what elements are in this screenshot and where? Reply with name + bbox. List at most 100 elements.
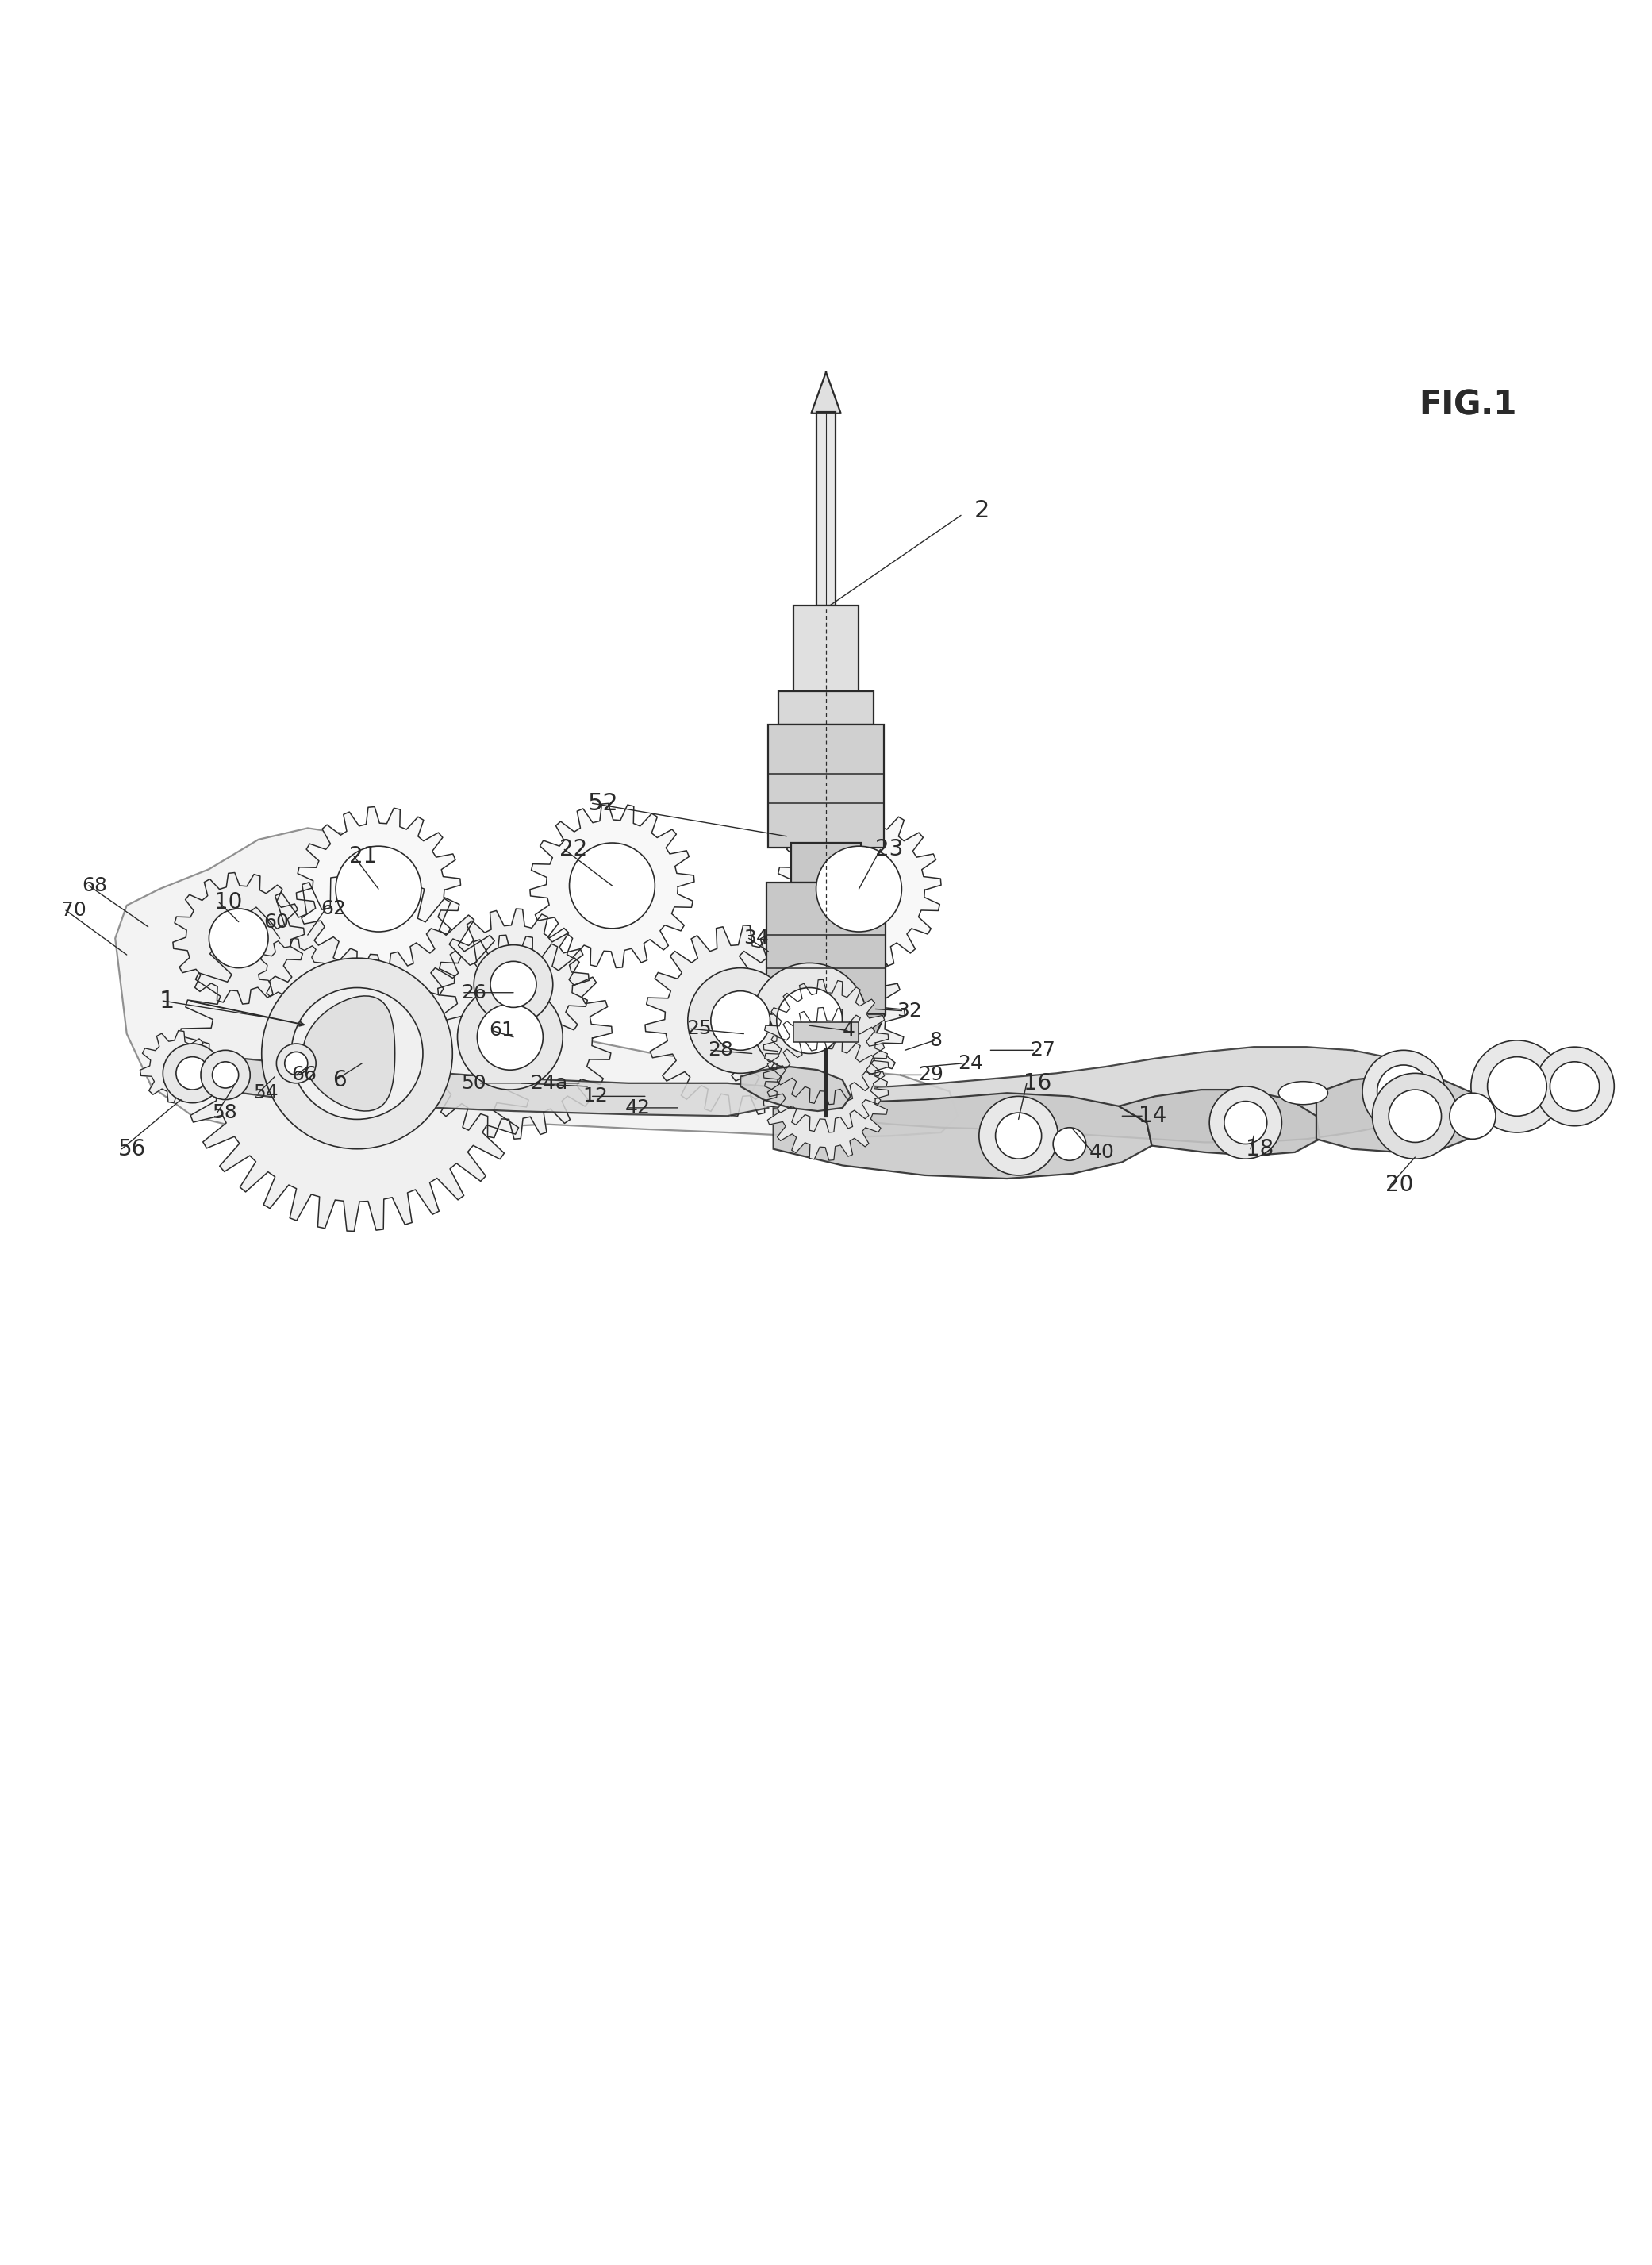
FancyBboxPatch shape — [791, 843, 861, 883]
Text: 70: 70 — [61, 901, 86, 920]
Circle shape — [320, 1017, 393, 1089]
Text: 32: 32 — [897, 1001, 922, 1019]
Text: 12: 12 — [583, 1087, 608, 1105]
Circle shape — [477, 1003, 544, 1069]
Polygon shape — [1317, 1076, 1483, 1153]
Circle shape — [335, 847, 421, 931]
FancyBboxPatch shape — [767, 883, 885, 1015]
Text: 68: 68 — [83, 877, 107, 895]
Circle shape — [491, 960, 537, 1008]
Circle shape — [458, 985, 563, 1089]
Circle shape — [177, 1058, 210, 1089]
Text: 42: 42 — [624, 1099, 651, 1117]
Circle shape — [710, 992, 770, 1051]
Polygon shape — [173, 872, 304, 1003]
Text: FIG.1: FIG.1 — [1419, 387, 1517, 421]
FancyBboxPatch shape — [816, 412, 836, 605]
Polygon shape — [302, 997, 395, 1112]
Polygon shape — [763, 1008, 889, 1132]
Text: 21: 21 — [349, 845, 377, 867]
Polygon shape — [1118, 1089, 1320, 1155]
Circle shape — [570, 843, 654, 929]
Text: 16: 16 — [1024, 1071, 1051, 1094]
Text: FIG.1: FIG.1 — [1419, 387, 1517, 421]
Polygon shape — [408, 935, 611, 1139]
Circle shape — [687, 967, 793, 1074]
Polygon shape — [193, 1053, 768, 1117]
Polygon shape — [438, 908, 590, 1060]
Text: 29: 29 — [919, 1065, 943, 1085]
Circle shape — [202, 1051, 249, 1099]
Text: 23: 23 — [876, 838, 904, 861]
Circle shape — [776, 988, 843, 1053]
Polygon shape — [763, 1035, 889, 1160]
Circle shape — [1470, 1040, 1563, 1132]
Circle shape — [1535, 1046, 1614, 1126]
Polygon shape — [530, 804, 694, 967]
Text: 52: 52 — [588, 793, 618, 815]
Polygon shape — [714, 924, 905, 1117]
Circle shape — [1389, 1089, 1442, 1142]
Text: 28: 28 — [707, 1040, 733, 1060]
Polygon shape — [296, 806, 461, 972]
Text: 1: 1 — [160, 990, 175, 1012]
FancyBboxPatch shape — [768, 725, 884, 847]
Circle shape — [1209, 1087, 1282, 1160]
Circle shape — [752, 963, 867, 1078]
Polygon shape — [140, 1031, 211, 1103]
Text: 60: 60 — [263, 913, 289, 931]
Text: 24a: 24a — [530, 1074, 567, 1092]
Text: 24: 24 — [958, 1053, 983, 1074]
Circle shape — [816, 847, 902, 931]
Circle shape — [164, 1044, 221, 1103]
Circle shape — [474, 945, 553, 1024]
Text: 25: 25 — [686, 1019, 712, 1037]
Text: 40: 40 — [1089, 1144, 1115, 1162]
Text: 18: 18 — [1246, 1137, 1274, 1160]
Polygon shape — [763, 978, 889, 1105]
Text: 61: 61 — [489, 1022, 514, 1040]
Text: 62: 62 — [320, 899, 347, 917]
Text: 4: 4 — [843, 1022, 856, 1040]
Polygon shape — [811, 371, 841, 412]
Text: 2: 2 — [975, 498, 990, 521]
Circle shape — [211, 1062, 238, 1087]
Circle shape — [276, 1044, 316, 1083]
Text: 66: 66 — [291, 1065, 317, 1085]
Text: 22: 22 — [560, 838, 588, 861]
Circle shape — [1052, 1128, 1085, 1160]
Circle shape — [1363, 1051, 1444, 1132]
FancyBboxPatch shape — [778, 691, 874, 725]
Text: 26: 26 — [461, 983, 486, 1001]
Polygon shape — [258, 938, 324, 1003]
Circle shape — [284, 1051, 307, 1076]
Circle shape — [996, 1112, 1041, 1160]
Text: 20: 20 — [1386, 1173, 1414, 1196]
Circle shape — [1373, 1074, 1457, 1160]
Polygon shape — [180, 877, 535, 1232]
Circle shape — [980, 1096, 1057, 1176]
Circle shape — [1378, 1065, 1431, 1117]
Text: 54: 54 — [253, 1083, 279, 1103]
Text: 8: 8 — [930, 1031, 942, 1051]
Polygon shape — [644, 924, 836, 1117]
Text: 34: 34 — [743, 929, 770, 947]
Text: 58: 58 — [211, 1103, 238, 1121]
Text: 6: 6 — [332, 1069, 347, 1092]
Polygon shape — [116, 829, 958, 1137]
Polygon shape — [776, 806, 942, 972]
Ellipse shape — [1279, 1080, 1328, 1105]
Circle shape — [1487, 1058, 1546, 1117]
Text: 50: 50 — [461, 1074, 486, 1092]
Text: 27: 27 — [1031, 1040, 1056, 1060]
Circle shape — [1224, 1101, 1267, 1144]
Circle shape — [261, 958, 453, 1148]
FancyBboxPatch shape — [793, 1022, 859, 1042]
Polygon shape — [773, 1094, 1151, 1178]
Text: 10: 10 — [213, 890, 241, 913]
Circle shape — [291, 988, 423, 1119]
FancyBboxPatch shape — [793, 605, 859, 691]
Circle shape — [1550, 1062, 1599, 1112]
Polygon shape — [806, 1046, 1432, 1142]
Text: 14: 14 — [1138, 1105, 1166, 1128]
